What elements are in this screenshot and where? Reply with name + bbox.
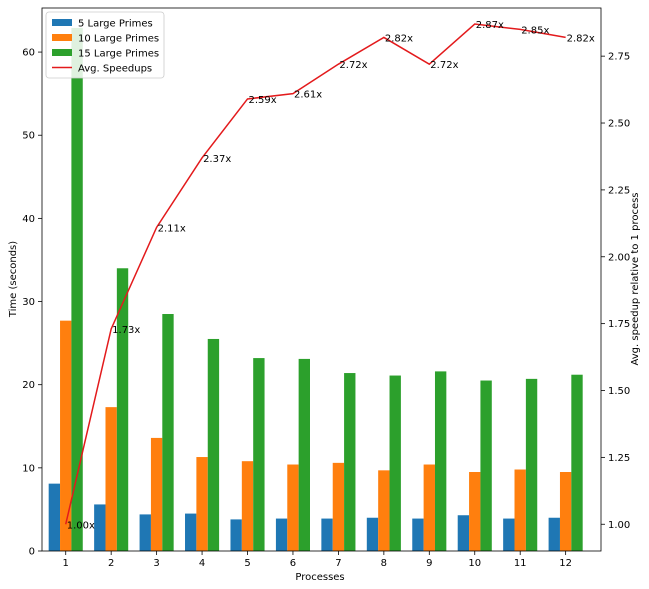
speedup-data-label: 2.82x (567, 33, 595, 44)
bar-1-11 (503, 518, 515, 551)
speedup-line-layer: 1.00x 1.73x 2.11x 2.37x 2.59x 2.61x 2.72x 2.82x… (64, 20, 595, 531)
bar-3-5 (253, 358, 265, 551)
bar-2-4 (196, 457, 208, 551)
speedup-data-label: 2.72x (430, 60, 458, 71)
axes-layer: 0 10 20 30 40 50 60 1.00 1.25 1.50 1.75 2.00 2.25 2.5… (22, 7, 630, 569)
x-tick-label: 7 (335, 558, 341, 569)
x-axis-label: Processes (295, 572, 344, 583)
bar-3-10 (480, 380, 492, 551)
y-axis-label: Time (seconds) (8, 241, 19, 318)
bar-2-10 (469, 472, 481, 551)
bars-layer (48, 27, 583, 551)
x-tick-label: 4 (199, 558, 205, 569)
legend-label: 15 Large Primes (78, 49, 159, 60)
bar-3-4 (207, 338, 220, 551)
bar-2-8 (378, 470, 390, 551)
bar-2-2 (105, 407, 117, 551)
bar-3-2 (116, 268, 129, 551)
y-tick-label: 0 (29, 547, 35, 558)
x-tick-label: 8 (381, 558, 387, 569)
bar-1-2 (94, 504, 106, 551)
speedup-data-label: 2.85x (521, 25, 549, 36)
x-tick-label: 1 (63, 558, 69, 569)
bar-1-7 (321, 518, 333, 551)
y2-tick-label: 1.75 (608, 319, 630, 330)
bar-3-11 (525, 378, 538, 551)
bar-3-9 (434, 371, 447, 551)
legend-box (45, 11, 165, 79)
bar-3-12 (571, 374, 583, 551)
y-tick-label: 10 (22, 463, 35, 474)
bar-2-12 (559, 472, 572, 551)
speedup-line (64, 23, 566, 525)
bar-1-1 (48, 483, 61, 551)
bar-1-8 (366, 517, 379, 551)
y-tick-label: 30 (22, 297, 35, 308)
bar-3-7 (344, 373, 356, 551)
y-tick-label: 50 (22, 131, 35, 142)
y2-tick-label: 1.50 (608, 386, 630, 397)
x-tick-label: 5 (244, 558, 250, 569)
bar-3-3 (162, 314, 174, 551)
legend-swatch (52, 49, 72, 56)
bar-3-6 (298, 358, 310, 551)
speedup-data-label: 1.00x (67, 520, 95, 531)
x-tick-label: 11 (514, 558, 527, 569)
y2-tick-label: 2.75 (608, 52, 630, 63)
x-tick-label: 10 (468, 558, 481, 569)
bar-2-5 (241, 461, 254, 551)
bar-2-9 (423, 464, 435, 551)
speedup-data-label: 2.82x (385, 33, 413, 44)
y2-tick-label: 1.25 (608, 453, 630, 464)
speedup-data-label: 2.61x (294, 90, 322, 101)
legend-swatch (52, 19, 72, 26)
y-tick-label: 40 (22, 214, 35, 225)
bar-2-3 (150, 437, 163, 551)
legend-label: 5 Large Primes (78, 19, 153, 30)
speedup-data-label: 2.59x (249, 95, 277, 106)
y2-tick-label: 2.25 (608, 185, 630, 196)
y-tick-label: 20 (22, 380, 35, 391)
speedup-data-label: 2.87x (476, 20, 504, 31)
y2-tick-label: 1.00 (608, 520, 630, 531)
bar-1-6 (275, 518, 288, 551)
speedup-data-label: 1.73x (112, 325, 140, 336)
bar-2-11 (514, 469, 526, 551)
x-tick-label: 2 (108, 558, 114, 569)
x-tick-label: 12 (559, 558, 572, 569)
bar-2-7 (332, 462, 345, 551)
legend-swatch (52, 34, 72, 41)
bar-1-9 (412, 518, 424, 551)
legend-label: Avg. Speedups (78, 64, 152, 75)
y2-axis-label: Avg. speedup relative to 1 process (630, 192, 641, 365)
bar-3-1 (71, 27, 83, 551)
bar-1-4 (185, 513, 197, 551)
x-tick-label: 3 (153, 558, 159, 569)
y2-tick-label: 2.00 (608, 252, 630, 263)
x-tick-label: 9 (426, 558, 432, 569)
bar-1-3 (139, 514, 151, 551)
legend: 5 Large Primes 10 Large Primes 15 Large Pr… (45, 11, 165, 79)
bar-1-10 (457, 515, 470, 551)
bar-3-8 (389, 375, 401, 551)
y2-tick-label: 2.50 (608, 119, 630, 130)
speedup-data-label: 2.11x (158, 223, 186, 234)
plot-frame (41, 7, 602, 552)
bar-1-5 (230, 519, 242, 551)
speedup-data-label: 2.37x (203, 154, 231, 165)
bar-1-12 (548, 517, 560, 551)
speedup-data-label: 2.72x (339, 60, 367, 71)
bar-2-6 (287, 464, 299, 551)
legend-label: 10 Large Primes (78, 34, 159, 45)
y-tick-label: 60 (22, 48, 35, 59)
bar-2-1 (60, 320, 72, 551)
x-tick-label: 6 (290, 558, 296, 569)
